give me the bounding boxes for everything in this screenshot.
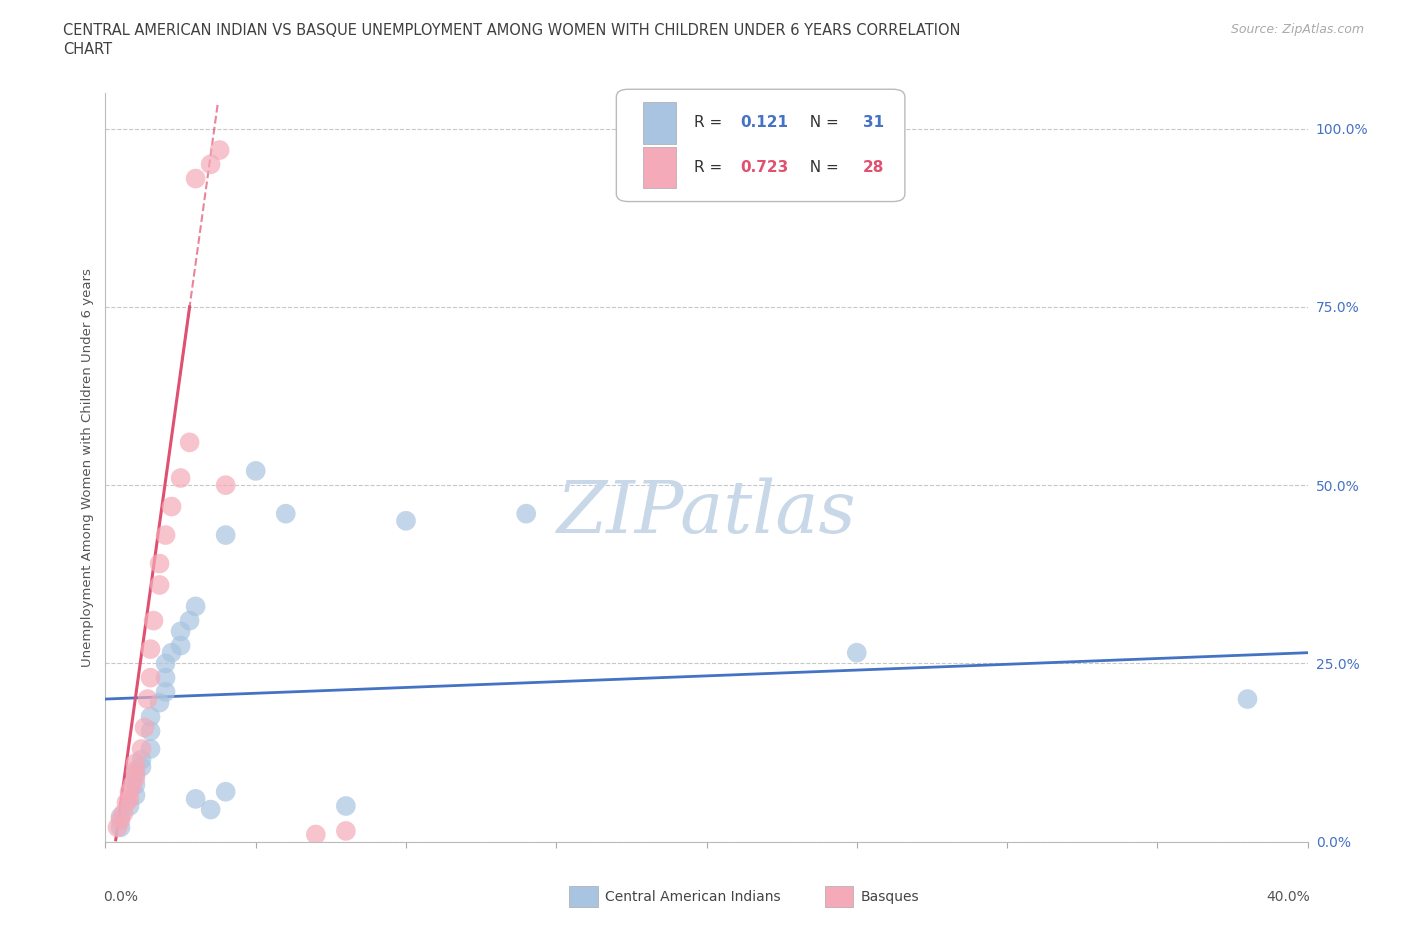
Point: [115, 795, 138, 810]
Point: [155, 671, 177, 685]
Point: [139, 741, 162, 756]
Y-axis label: Unemployment Among Women with Children Under 6 years: Unemployment Among Women with Children U…: [82, 268, 94, 667]
Point: [155, 527, 177, 542]
FancyBboxPatch shape: [643, 102, 676, 143]
Point: [335, 799, 357, 814]
Text: R =: R =: [695, 115, 728, 130]
Point: [208, 142, 231, 157]
Point: [124, 777, 146, 792]
FancyBboxPatch shape: [643, 147, 676, 189]
Point: [121, 777, 143, 792]
Text: 40.0%: 40.0%: [1267, 890, 1310, 904]
Point: [515, 506, 537, 521]
Text: CENTRAL AMERICAN INDIAN VS BASQUE UNEMPLOYMENT AMONG WOMEN WITH CHILDREN UNDER 6: CENTRAL AMERICAN INDIAN VS BASQUE UNEMPL…: [63, 23, 960, 38]
Point: [131, 759, 153, 774]
Point: [118, 791, 141, 806]
Point: [124, 788, 146, 803]
Point: [139, 724, 162, 738]
Point: [274, 506, 297, 521]
Point: [148, 696, 170, 711]
Point: [142, 613, 165, 628]
Text: Basques: Basques: [860, 889, 920, 904]
Point: [139, 710, 162, 724]
Point: [136, 692, 159, 707]
Point: [124, 766, 146, 781]
Point: [1236, 692, 1258, 707]
Text: 0.121: 0.121: [740, 115, 789, 130]
Text: 0.723: 0.723: [740, 160, 789, 176]
Point: [200, 157, 222, 172]
Point: [148, 556, 170, 571]
Point: [124, 770, 146, 785]
Point: [245, 463, 267, 478]
Point: [110, 813, 132, 828]
Point: [110, 820, 132, 835]
Point: [169, 638, 191, 653]
Text: CHART: CHART: [63, 42, 112, 57]
Text: N =: N =: [800, 115, 844, 130]
Text: N =: N =: [800, 160, 844, 176]
Point: [131, 752, 153, 767]
Point: [160, 645, 183, 660]
Point: [155, 684, 177, 699]
Point: [305, 827, 328, 842]
Point: [110, 809, 132, 824]
FancyBboxPatch shape: [616, 89, 905, 202]
Point: [160, 499, 183, 514]
Point: [214, 784, 236, 799]
Point: [155, 656, 177, 671]
Point: [118, 799, 141, 814]
Point: [139, 642, 162, 657]
Point: [148, 578, 170, 592]
Text: Source: ZipAtlas.com: Source: ZipAtlas.com: [1230, 23, 1364, 36]
Point: [184, 171, 207, 186]
Point: [845, 645, 868, 660]
Text: R =: R =: [695, 160, 728, 176]
Point: [184, 791, 207, 806]
Point: [214, 527, 236, 542]
Point: [179, 613, 201, 628]
Point: [395, 513, 418, 528]
Point: [112, 805, 135, 820]
Text: ZIPatlas: ZIPatlas: [557, 477, 856, 548]
Point: [124, 763, 146, 777]
Point: [124, 756, 146, 771]
Text: 31: 31: [863, 115, 884, 130]
Point: [131, 741, 153, 756]
Text: 0.0%: 0.0%: [103, 890, 138, 904]
Point: [139, 671, 162, 685]
Text: 28: 28: [863, 160, 884, 176]
Point: [184, 599, 207, 614]
Point: [200, 802, 222, 817]
Point: [335, 824, 357, 839]
Point: [118, 784, 141, 799]
Point: [107, 820, 129, 835]
Point: [214, 478, 236, 493]
Point: [134, 720, 156, 735]
Text: Central American Indians: Central American Indians: [605, 889, 780, 904]
Point: [169, 471, 191, 485]
Point: [179, 435, 201, 450]
Point: [169, 624, 191, 639]
